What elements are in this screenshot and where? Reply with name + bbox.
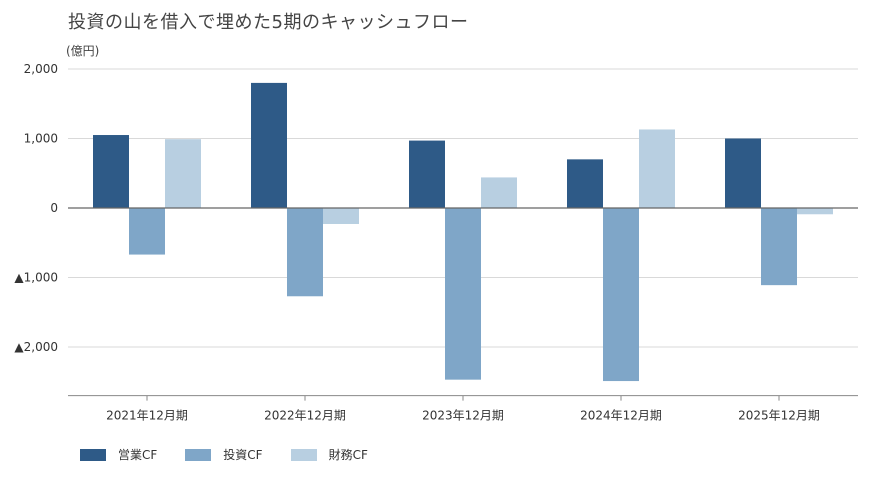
- y-tick-label: ▲2,000: [14, 340, 58, 354]
- x-tick-label: 2021年12月期: [106, 409, 188, 423]
- x-tick-label: 2025年12月期: [738, 409, 820, 423]
- bar-3-1: [165, 139, 201, 208]
- bar-2-2: [287, 208, 323, 297]
- bar-2-4: [603, 208, 639, 382]
- y-tick-label: 2,000: [24, 62, 58, 76]
- bar-3-4: [639, 129, 675, 208]
- legend-label: 営業CF: [118, 448, 158, 462]
- y-tick-label: 1,000: [24, 132, 58, 146]
- bar-1-1: [93, 135, 129, 208]
- bar-2-3: [445, 208, 481, 380]
- y-tick-label: ▲1,000: [14, 271, 58, 285]
- legend-swatch: [80, 448, 106, 461]
- bar-2-5: [761, 208, 797, 286]
- legend: 営業CF 投資CF 財務CF: [80, 446, 368, 463]
- x-tick-label: 2022年12月期: [264, 409, 346, 423]
- bar-1-5: [725, 138, 761, 208]
- bar-1-3: [409, 140, 445, 208]
- bar-1-4: [567, 159, 603, 208]
- legend-item: 投資CF: [185, 446, 263, 463]
- bar-2-1: [129, 208, 165, 255]
- bar-3-3: [481, 177, 517, 208]
- x-tick-label: 2024年12月期: [580, 409, 662, 423]
- legend-item: 財務CF: [290, 446, 368, 463]
- legend-label: 投資CF: [223, 448, 263, 462]
- chart-title: 投資の山を借入で埋めた5期のキャッシュフロー: [68, 12, 469, 33]
- legend-swatch: [290, 448, 317, 461]
- bar-3-2: [323, 208, 359, 224]
- x-tick-label: 2023年12月期: [422, 409, 504, 423]
- bar-3-5: [797, 208, 833, 215]
- legend-label: 財務CF: [328, 448, 368, 462]
- bar-1-2: [251, 82, 287, 208]
- legend-swatch: [185, 448, 212, 461]
- y-tick-label: 0: [50, 201, 58, 215]
- y-unit-label: (億円): [66, 44, 100, 58]
- legend-item: 営業CF: [80, 446, 157, 463]
